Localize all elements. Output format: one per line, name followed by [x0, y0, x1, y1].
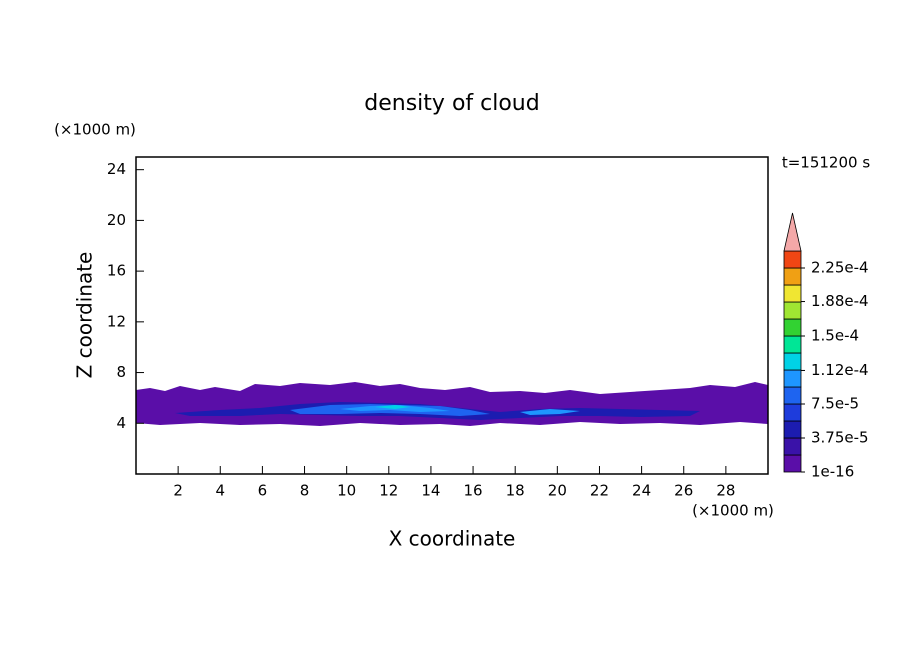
x-tick-label: 2	[173, 482, 183, 500]
colorbar-segment	[783, 318, 802, 337]
x-tick-label: 4	[215, 482, 225, 500]
colorbar-segment	[783, 250, 802, 269]
colorbar-segment	[783, 267, 802, 286]
x-tick-label: 6	[258, 482, 268, 500]
y-tick-label: 24	[107, 160, 126, 178]
colorbar-label: 1.5e-4	[811, 327, 859, 345]
y-axis-label: Z coordinate	[73, 252, 97, 379]
colorbar-extend	[783, 212, 802, 252]
x-tick-label: 8	[300, 482, 310, 500]
colorbar-label: 7.5e-5	[811, 395, 859, 413]
y-tick-label: 8	[116, 363, 126, 381]
colorbar-label: 1.12e-4	[811, 361, 869, 379]
x-unit: (×1000 m)	[692, 502, 774, 520]
colorbar-label: 1.88e-4	[811, 292, 869, 310]
x-tick-label: 28	[716, 482, 735, 500]
x-tick-label: 16	[464, 482, 483, 500]
colorbar-segment	[783, 386, 802, 405]
colorbar-segment	[783, 369, 802, 388]
colorbar-segment	[783, 403, 802, 422]
y-tick-label: 16	[107, 262, 126, 280]
plot-frame	[135, 156, 769, 475]
colorbar-label: 1e-16	[811, 463, 854, 481]
y-tick-label: 4	[116, 414, 126, 432]
x-tick-label: 22	[590, 482, 609, 500]
y-tick-label: 20	[107, 211, 126, 229]
x-tick-label: 20	[548, 482, 567, 500]
y-unit: (×1000 m)	[54, 121, 136, 139]
x-tick-label: 26	[674, 482, 693, 500]
colorbar-segment	[783, 420, 802, 439]
colorbar-label: 3.75e-5	[811, 429, 869, 447]
y-tick-label: 12	[107, 312, 126, 330]
colorbar-segment	[783, 454, 802, 473]
time-label: t=151200 s	[782, 154, 870, 172]
colorbar-label: 2.25e-4	[811, 259, 869, 277]
x-tick-label: 14	[421, 482, 440, 500]
x-tick-label: 10	[337, 482, 356, 500]
x-tick-label: 24	[632, 482, 651, 500]
colorbar-segment	[783, 437, 802, 456]
colorbar-segment	[783, 352, 802, 371]
colorbar-segment	[783, 301, 802, 320]
x-tick-label: 18	[506, 482, 525, 500]
x-axis-label: X coordinate	[389, 527, 516, 551]
chart-title: density of cloud	[364, 91, 539, 116]
colorbar-segment	[783, 335, 802, 354]
colorbar-segment	[783, 284, 802, 303]
cloud-field	[136, 382, 768, 426]
x-tick-label: 12	[379, 482, 398, 500]
